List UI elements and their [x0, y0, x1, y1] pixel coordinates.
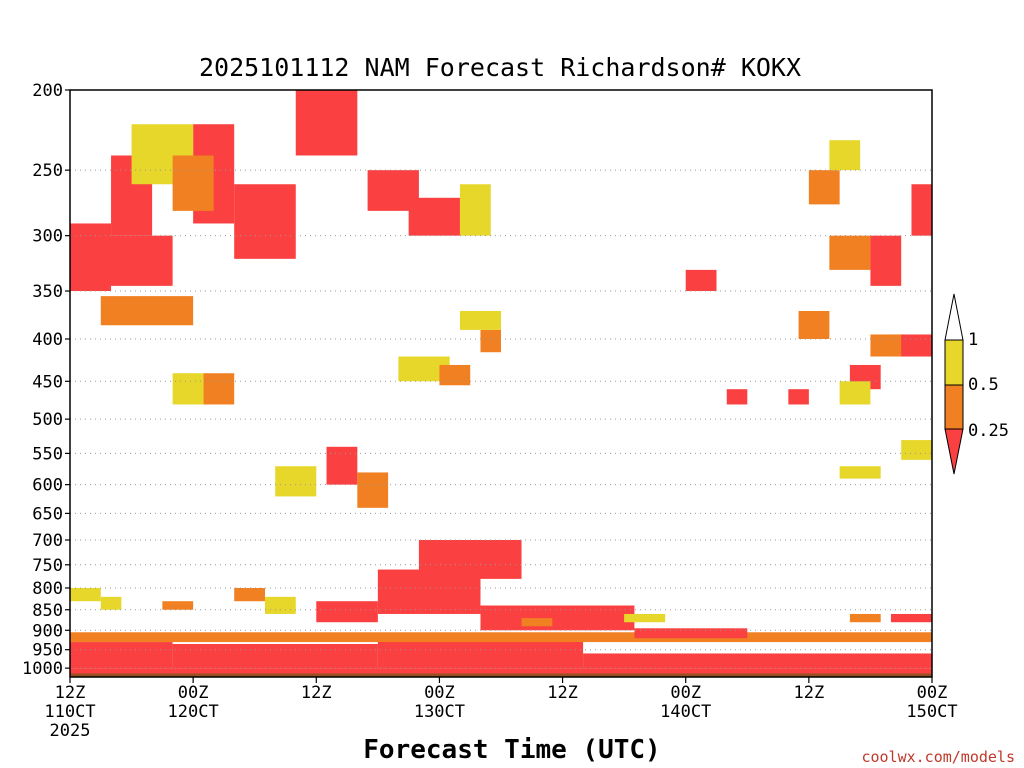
y-tick-label: 750 [32, 556, 63, 576]
heatmap-cell-red [418, 540, 522, 579]
heatmap-cell-yellow [829, 140, 861, 171]
x-tick-label: 00Z [424, 683, 455, 703]
legend-swatch-high [944, 293, 964, 341]
heatmap-cell-red [100, 235, 173, 286]
heatmap-cell-orange [357, 472, 389, 508]
heatmap-cell-orange [234, 587, 265, 602]
heatmap-cell-red [326, 446, 358, 485]
heatmap-cell-orange [870, 334, 902, 357]
y-tick-label: 950 [32, 641, 63, 661]
legend-label: 0.5 [968, 375, 999, 395]
legend-swatch-lowest [944, 428, 964, 475]
heatmap-cell-orange [203, 373, 235, 405]
y-tick-label: 250 [32, 161, 63, 181]
heatmap-cell-red [634, 628, 748, 639]
heatmap-cell-orange [480, 329, 501, 353]
heatmap-cell-red [172, 643, 378, 669]
heatmap-layer [70, 90, 932, 674]
heatmap-cell-yellow [459, 310, 501, 330]
x-tick-label: 00Z [917, 683, 948, 703]
y-tick-label: 350 [32, 282, 63, 302]
y-tick-label: 600 [32, 476, 63, 496]
heatmap-cell-red [316, 601, 378, 623]
y-tick-label: 200 [32, 81, 63, 101]
heatmap-cell-red [583, 653, 932, 669]
y-tick-label: 650 [32, 504, 63, 524]
heatmap-cell-orange [439, 364, 471, 386]
y-tick-label: 900 [32, 621, 63, 641]
x-tick-label: 2025 [50, 721, 91, 741]
heatmap-cell-yellow [901, 440, 932, 460]
heatmap-cell-red [234, 184, 296, 259]
heatmap-cell-orange [521, 618, 553, 627]
x-tick-label: 12Z [793, 683, 824, 703]
heatmap-cell-red [377, 640, 584, 669]
heatmap-cell-yellow [264, 596, 296, 614]
heatmap-cell-orange [849, 613, 881, 623]
legend: 1 0.5 0.25 [944, 293, 1009, 475]
chart-title: 2025101112 NAM Forecast Richardson# KOKX [199, 53, 801, 82]
heatmap-cell-orange [162, 601, 194, 610]
legend-swatch-mid [944, 339, 964, 386]
heatmap-cell-orange [829, 235, 871, 270]
x-tick-label: 110CT [44, 702, 95, 722]
x-tick-label: 00Z [670, 683, 701, 703]
heatmap-cell-yellow [275, 466, 317, 497]
x-tick-label: 12Z [547, 683, 578, 703]
x-tick-label: 150CT [906, 702, 957, 722]
plot-frame [69, 89, 933, 678]
y-tick-label: 500 [32, 410, 63, 430]
heatmap-cell-red [70, 642, 173, 669]
x-tick-label: 130CT [414, 702, 465, 722]
heatmap-cell-red [685, 269, 717, 292]
heatmap-cell-red [870, 235, 902, 286]
heatmap-cell-orange [70, 632, 932, 643]
y-tick-label: 400 [32, 330, 63, 350]
legend-label: 0.25 [968, 421, 1009, 441]
heatmap-cell-red [408, 197, 460, 236]
heatmap-cell-red [890, 613, 932, 623]
heatmap-cell-red [295, 90, 358, 156]
heatmap-cell-orange [798, 310, 830, 339]
y-tick-label: 550 [32, 444, 63, 464]
y-tick-label: 850 [32, 601, 63, 621]
y-tick-label: 300 [32, 227, 63, 247]
legend-label: 1 [968, 330, 978, 350]
legend-swatch-low [944, 384, 964, 430]
heatmap-cell-red [70, 668, 932, 674]
y-axis: 200 250 300 350 400 450 500 550 600 650 700 750 8008… [22, 81, 70, 679]
ground-layer [70, 673, 932, 677]
x-tick-label: 12Z [301, 683, 332, 703]
heatmap-cell-yellow [624, 613, 666, 623]
x-tick-label: 120CT [168, 702, 219, 722]
y-tick-label: 1000 [22, 659, 63, 679]
x-tick-label: 12Z [55, 683, 86, 703]
heatmap-cell-yellow [100, 596, 122, 610]
heatmap-cell-orange [172, 155, 214, 211]
heatmap-cell-yellow [459, 184, 491, 236]
x-axis-label: Forecast Time (UTC) [363, 735, 660, 765]
heatmap-cell-red [480, 605, 635, 631]
heatmap-cell-yellow [172, 373, 204, 405]
heatmap-cell-red [788, 389, 809, 405]
heatmap-cell-yellow [70, 587, 101, 602]
credit-text: coolwx.com/models [861, 748, 1015, 766]
heatmap-cell-yellow [839, 466, 881, 479]
heatmap-cell-orange [100, 296, 194, 326]
heatmap-cell-yellow [839, 381, 871, 405]
y-tick-label: 800 [32, 579, 63, 599]
heatmap-cell-red [911, 184, 932, 236]
y-tick-label: 700 [32, 531, 63, 551]
heatmap-cell-red [726, 389, 748, 405]
heatmap-cell-orange [808, 170, 840, 205]
x-tick-label: 00Z [178, 683, 209, 703]
y-tick-label: 450 [32, 372, 63, 392]
x-tick-label: 140CT [660, 702, 711, 722]
